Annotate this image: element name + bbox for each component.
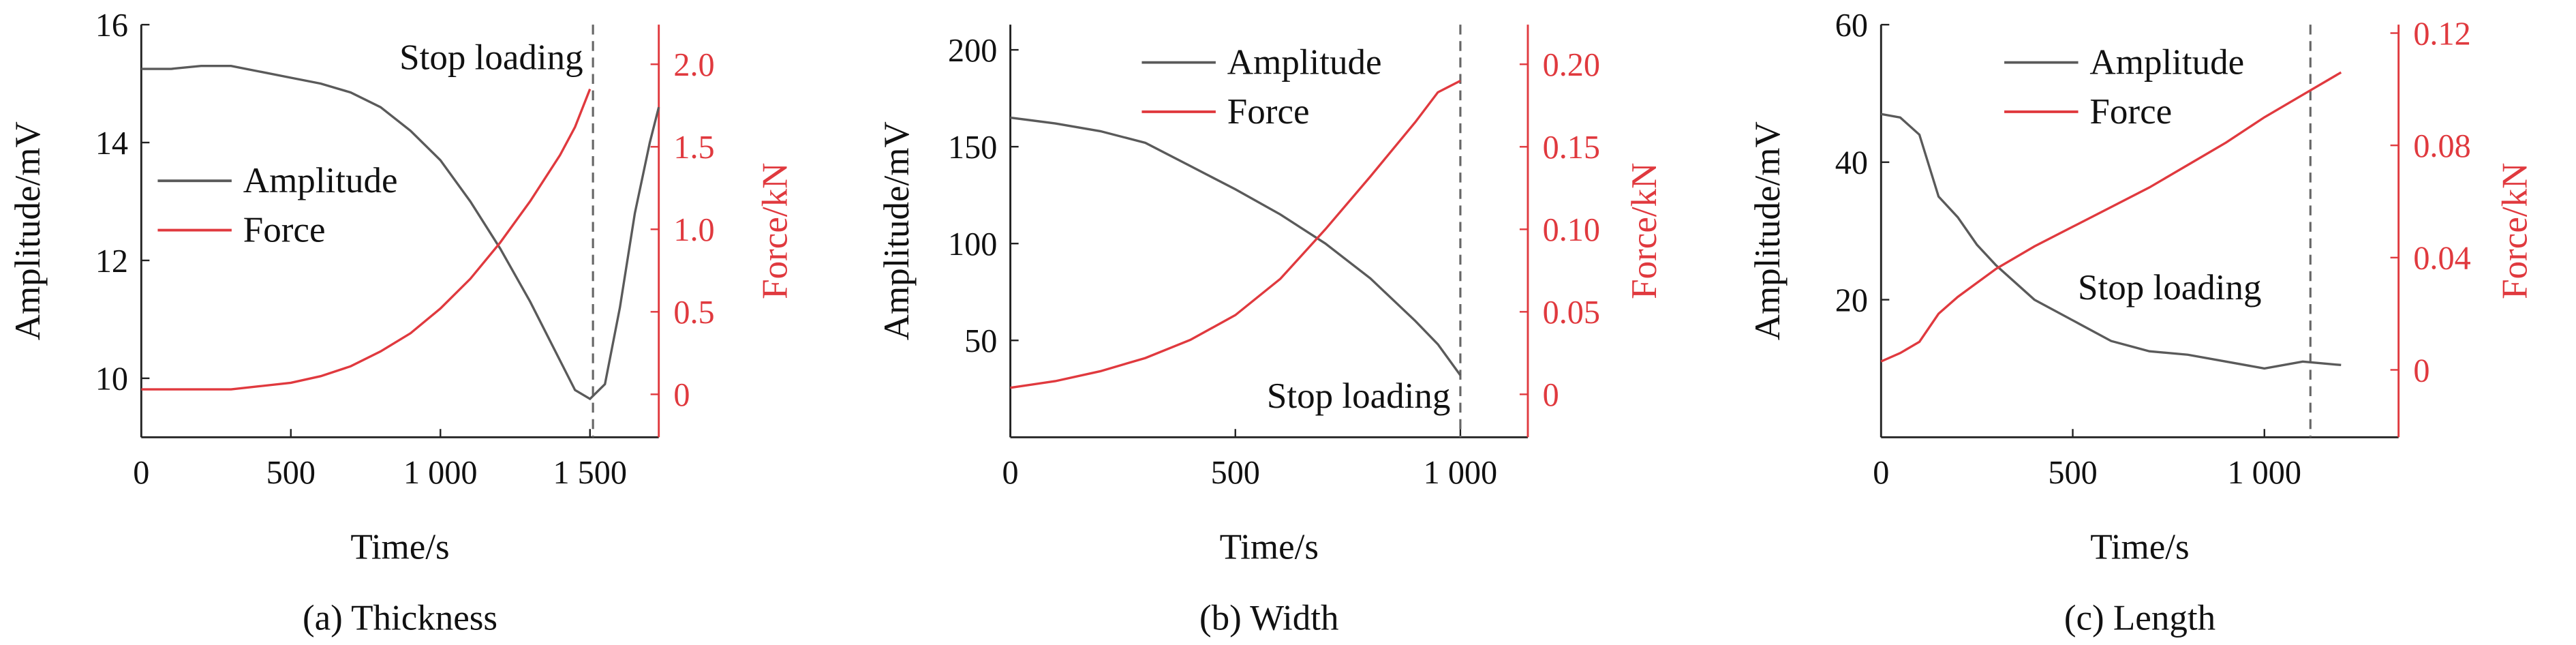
- y2-tick-label: 0.08: [2413, 128, 2470, 164]
- y-tick-label: 20: [1835, 282, 1868, 318]
- x-tick-label: 500: [1211, 455, 1260, 491]
- y-tick-label: 16: [95, 7, 128, 44]
- y2-tick-label: 0.20: [1543, 47, 1600, 83]
- series-line: [141, 88, 592, 391]
- x-tick-label: 500: [2048, 455, 2097, 491]
- x-tick-label: 1 000: [403, 455, 477, 491]
- legend-label: Force: [1227, 92, 1310, 132]
- legend-label: Amplitude: [243, 161, 398, 200]
- y-tick-label: 12: [95, 243, 128, 280]
- caption: (c) Length: [2064, 598, 2215, 638]
- y-tick-label: 150: [948, 130, 997, 166]
- y-tick-label: 10: [95, 361, 128, 397]
- series-line: [1010, 79, 1461, 389]
- x-tick-label: 1 000: [2228, 455, 2301, 491]
- series-line: [1010, 116, 1462, 376]
- y-tick-label: 200: [948, 33, 997, 69]
- y2-tick-label: 0.10: [1543, 212, 1600, 248]
- y-tick-label: 50: [964, 323, 997, 359]
- y2-tick-label: 0.12: [2413, 16, 2470, 52]
- x-tick-label: 500: [266, 455, 316, 491]
- caption: (a) Thickness: [303, 598, 497, 638]
- series-line: [141, 65, 660, 401]
- x-axis-label: Time/s: [1220, 528, 1319, 567]
- y2-tick-label: 0.05: [1543, 295, 1600, 331]
- y2-tick-label: 1.0: [673, 212, 714, 248]
- y-tick-label: 100: [948, 226, 997, 262]
- x-tick-label: 0: [1002, 455, 1019, 491]
- x-tick-label: 1 000: [1424, 455, 1497, 491]
- y2-tick-label: 2.0: [673, 47, 714, 83]
- y2-axis-label: Force/kN: [756, 163, 795, 299]
- y2-axis-label: Force/kN: [2496, 163, 2535, 299]
- y2-tick-label: 0.15: [1543, 130, 1600, 166]
- y2-tick-label: 0: [1543, 377, 1559, 413]
- y-tick-label: 40: [1835, 145, 1868, 181]
- y-tick-label: 14: [95, 125, 128, 162]
- legend-label: Force: [243, 210, 326, 250]
- y2-tick-label: 0.04: [2413, 241, 2470, 277]
- annotation: Stop loading: [2078, 268, 2262, 308]
- x-tick-label: 1 500: [553, 455, 627, 491]
- series-line: [1880, 112, 2342, 370]
- x-axis-label: Time/s: [2090, 528, 2189, 567]
- annotation: Stop loading: [399, 38, 583, 77]
- legend-label: Amplitude: [2089, 43, 2244, 82]
- y-axis-label: Amplitude/mV: [8, 121, 48, 340]
- x-axis-label: Time/s: [350, 528, 449, 567]
- y2-tick-label: 0: [673, 377, 690, 413]
- y2-tick-label: 1.5: [673, 130, 714, 166]
- y-axis-label: Amplitude/mV: [877, 121, 917, 340]
- annotation: Stop loading: [1267, 376, 1451, 416]
- legend-label: Amplitude: [1227, 43, 1382, 82]
- x-tick-label: 0: [133, 455, 149, 491]
- y2-axis-label: Force/kN: [1625, 163, 1664, 299]
- y2-tick-label: 0.5: [673, 295, 714, 331]
- caption: (b) Width: [1199, 598, 1339, 638]
- y2-tick-label: 0: [2413, 352, 2429, 389]
- x-tick-label: 0: [1873, 455, 1889, 491]
- legend-label: Force: [2089, 92, 2172, 132]
- series-line: [1880, 71, 2342, 363]
- y-axis-label: Amplitude/mV: [1748, 121, 1788, 340]
- y-tick-label: 60: [1835, 7, 1868, 44]
